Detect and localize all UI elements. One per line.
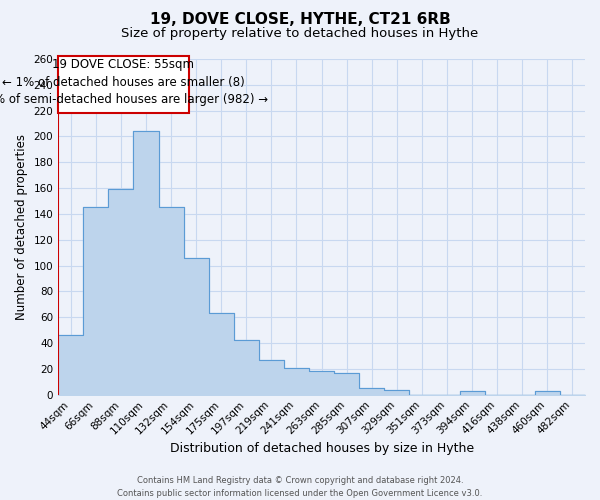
Text: Contains HM Land Registry data © Crown copyright and database right 2024.
Contai: Contains HM Land Registry data © Crown c… [118,476,482,498]
Y-axis label: Number of detached properties: Number of detached properties [15,134,28,320]
Text: ← 1% of detached houses are smaller (8): ← 1% of detached houses are smaller (8) [2,76,245,89]
Text: Size of property relative to detached houses in Hythe: Size of property relative to detached ho… [121,28,479,40]
X-axis label: Distribution of detached houses by size in Hythe: Distribution of detached houses by size … [170,442,473,455]
Text: 19, DOVE CLOSE, HYTHE, CT21 6RB: 19, DOVE CLOSE, HYTHE, CT21 6RB [149,12,451,28]
Text: 19 DOVE CLOSE: 55sqm: 19 DOVE CLOSE: 55sqm [52,58,194,71]
Text: 99% of semi-detached houses are larger (982) →: 99% of semi-detached houses are larger (… [0,94,268,106]
